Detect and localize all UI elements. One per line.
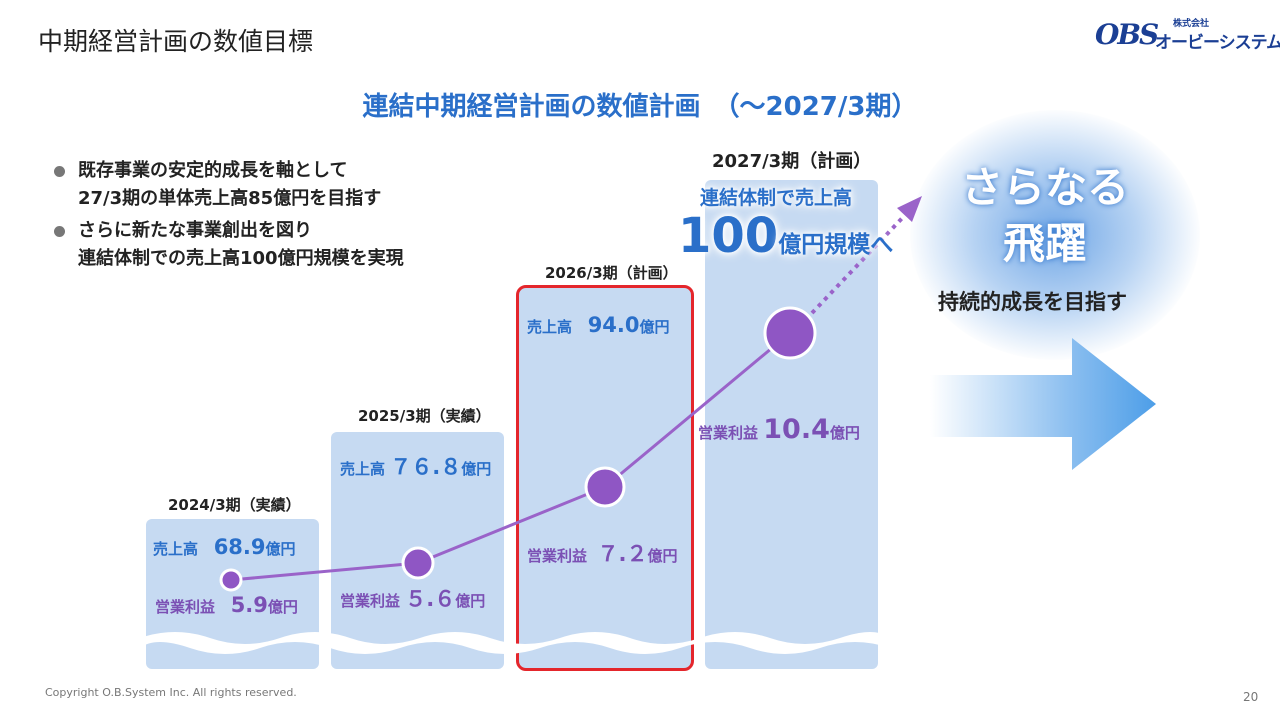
op-value-2025: 営業利益 ５.６億円	[340, 583, 485, 613]
future-arrow	[930, 338, 1156, 470]
unit: 億円	[461, 460, 492, 478]
sales-value-2024: 売上高 68.9億円	[153, 535, 296, 559]
highlight-frame-2026	[516, 285, 694, 671]
point-2026	[584, 466, 626, 508]
bullet-line: 連結体制での売上高100億円規模を実現	[78, 248, 404, 269]
op-value-2027: 営業利益 10.4億円	[698, 414, 860, 445]
sales-number: 68.9	[213, 535, 266, 559]
op-label: 営業利益	[527, 547, 588, 565]
future-heading: さらなる 飛躍	[955, 160, 1135, 272]
future-line: 飛躍	[1002, 219, 1087, 268]
page-title: 中期経営計画の数値目標	[38, 27, 314, 56]
bullet-item: 既存事業の安定的成長を軸として 27/3期の単体売上高85億円を目指す	[52, 157, 404, 213]
unit: 億円	[455, 592, 486, 610]
sales-label: 売上高	[340, 460, 386, 478]
op-number: ７.２	[597, 542, 648, 566]
period-label: 2024/3期（実績）	[168, 496, 301, 514]
unit: 億円	[639, 318, 670, 336]
callout-number: 100	[678, 208, 779, 264]
point-2025	[401, 546, 435, 580]
sales-value-2025: 売上高 ７６.８億円	[340, 451, 491, 481]
callout-line: 連結体制で売上高	[700, 187, 853, 209]
slide-heading: 連結中期経営計画の数値計画 （～2027/3期）	[362, 92, 918, 122]
op-number: 10.4	[763, 414, 830, 445]
op-label: 営業利益	[155, 598, 216, 616]
op-number: 5.9	[230, 593, 268, 617]
unit: 億円	[647, 547, 678, 565]
bullet-line: さらに新たな事業創出を図り	[78, 220, 312, 241]
logo-mark: OBS	[1095, 18, 1159, 51]
point-2024	[219, 568, 243, 592]
sales-number: 94.0	[587, 313, 640, 337]
sales-label: 売上高	[153, 540, 199, 558]
op-number: ５.６	[405, 587, 456, 611]
period-label: 2025/3期（実績）	[358, 407, 491, 425]
callout-target: 100億円規模へ	[678, 208, 893, 264]
bullet-list: 既存事業の安定的成長を軸として 27/3期の単体売上高85億円を目指す さらに新…	[52, 157, 404, 277]
op-value-2024: 営業利益 5.9億円	[155, 593, 298, 617]
op-label: 営業利益	[340, 592, 401, 610]
bullet-line: 既存事業の安定的成長を軸として	[78, 160, 348, 181]
future-subtext: 持続的成長を目指す	[938, 290, 1127, 314]
logo-small-text: 株式会社	[1173, 19, 1210, 29]
unit: 億円	[265, 540, 296, 558]
page-number: 20	[1243, 690, 1259, 704]
sales-label: 売上高	[527, 318, 573, 336]
bullet-item: さらに新たな事業創出を図り 連結体制での売上高100億円規模を実現	[52, 217, 404, 273]
bullet-line: 27/3期の単体売上高85億円を目指す	[78, 188, 382, 209]
op-value-2026: 営業利益 ７.２億円	[527, 538, 677, 568]
sales-number: ７６.８	[390, 455, 462, 479]
unit: 億円	[267, 598, 298, 616]
period-label: 2027/3期（計画）	[712, 151, 872, 172]
trend-line	[230, 331, 791, 582]
sales-value-2026: 売上高 94.0億円	[527, 313, 670, 337]
period-label: 2026/3期（計画）	[545, 264, 678, 282]
copyright: Copyright O.B.System Inc. All rights res…	[45, 686, 297, 699]
trend-arrowhead	[897, 196, 922, 222]
future-line: さらなる	[960, 163, 1129, 212]
logo-company-name: オービーシステム	[1155, 33, 1280, 53]
column-2027	[705, 180, 878, 669]
point-2027	[763, 306, 817, 360]
wave-band	[140, 632, 890, 654]
company-logo: OBS 株式会社 オービーシステム	[1095, 16, 1280, 53]
callout-rest: 億円規模へ	[778, 232, 894, 258]
glow-background	[910, 110, 1200, 360]
op-label: 営業利益	[698, 424, 759, 442]
unit: 億円	[829, 424, 860, 442]
